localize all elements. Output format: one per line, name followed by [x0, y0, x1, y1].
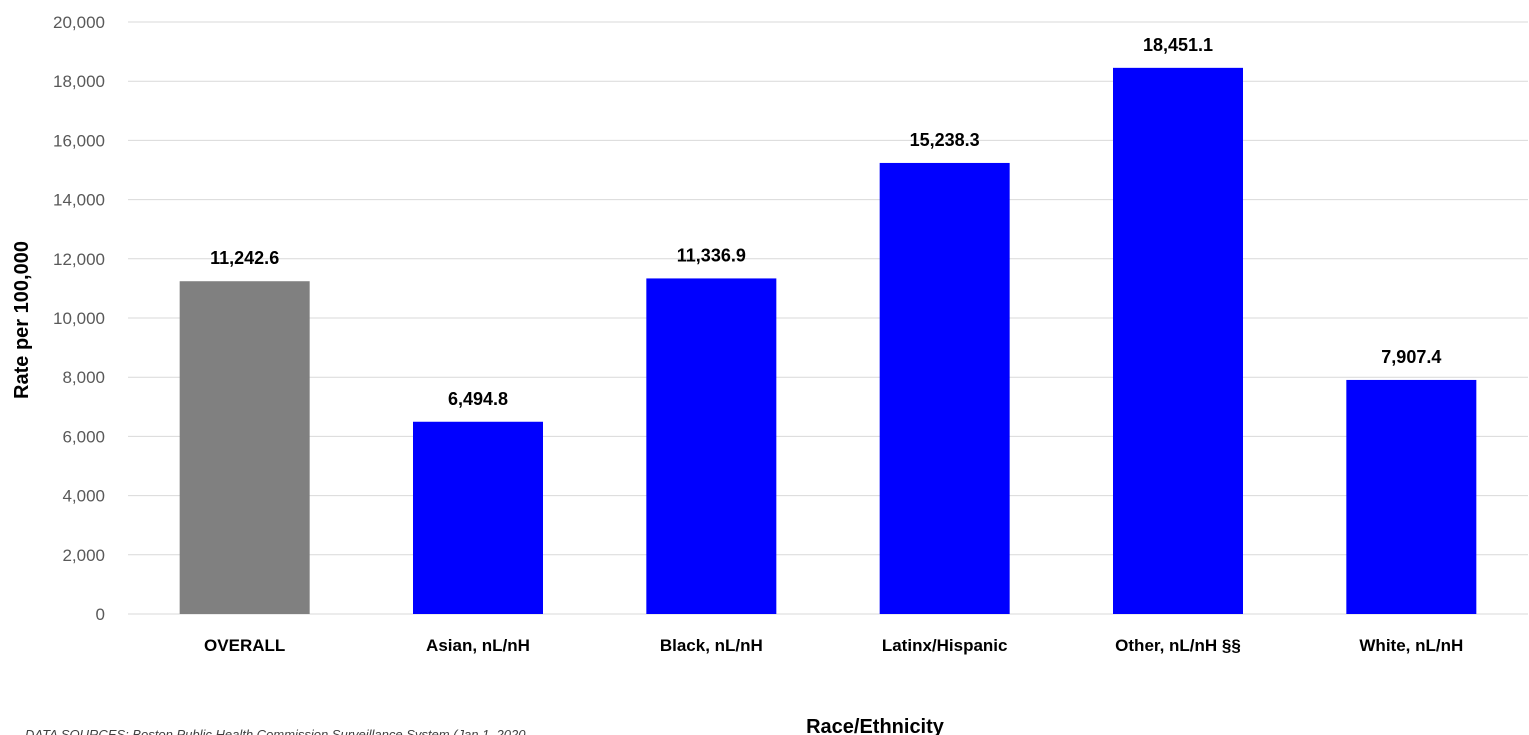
bar-value-label: 11,336.9	[677, 245, 746, 265]
bar	[179, 281, 310, 614]
y-tick-label: 20,000	[53, 13, 105, 32]
y-tick-label: 8,000	[62, 368, 105, 387]
bar	[1113, 67, 1243, 615]
y-tick-label: 6,000	[62, 427, 105, 446]
bar	[1346, 379, 1477, 614]
x-category-label: Latinx/Hispanic	[882, 636, 1008, 655]
x-category-label: Black, nL/nH	[660, 636, 763, 655]
source-note: DATA SOURCES: Boston Public Health Commi…	[25, 727, 526, 735]
y-tick-label: 10,000	[53, 309, 105, 328]
bar	[879, 162, 1010, 614]
bars	[179, 67, 1477, 615]
y-tick-label: 4,000	[62, 487, 105, 506]
y-tick-label: 18,000	[53, 72, 105, 91]
bar-value-label: 15,238.3	[910, 130, 980, 150]
data-labels: 11,242.6 6,494.8 11,336.9 15,238.3 18,451.1 7…	[210, 35, 1441, 409]
bar-value-label: 6,494.8	[448, 389, 508, 409]
x-axis-categories: OVERALL Asian, nL/nH Black, nL/nH Latinx/Hi…	[204, 636, 1463, 655]
gridlines	[128, 21, 1528, 615]
y-tick-label: 0	[96, 605, 105, 624]
y-tick-label: 12,000	[53, 250, 105, 269]
bar-value-label: 11,242.6	[210, 248, 279, 268]
y-tick-label: 2,000	[62, 546, 105, 565]
bar	[413, 421, 543, 614]
bar	[646, 278, 777, 614]
x-category-label: Asian, nL/nH	[426, 636, 530, 655]
bar-value-label: 18,451.1	[1143, 35, 1213, 55]
x-axis-title: Race/Ethnicity	[806, 716, 945, 735]
y-tick-label: 14,000	[53, 191, 105, 210]
y-tick-label: 16,000	[53, 131, 105, 150]
x-category-label: OVERALL	[204, 636, 285, 655]
x-category-label: Other, nL/nH §§	[1115, 636, 1241, 655]
y-axis-title: Rate per 100,000	[11, 241, 33, 399]
y-axis-ticks: 0 2,000 4,000 6,000 8,000 10,000 12,000 14,000 1…	[53, 13, 105, 624]
x-category-label: White, nL/nH	[1359, 636, 1463, 655]
bar-value-label: 7,907.4	[1381, 347, 1441, 367]
